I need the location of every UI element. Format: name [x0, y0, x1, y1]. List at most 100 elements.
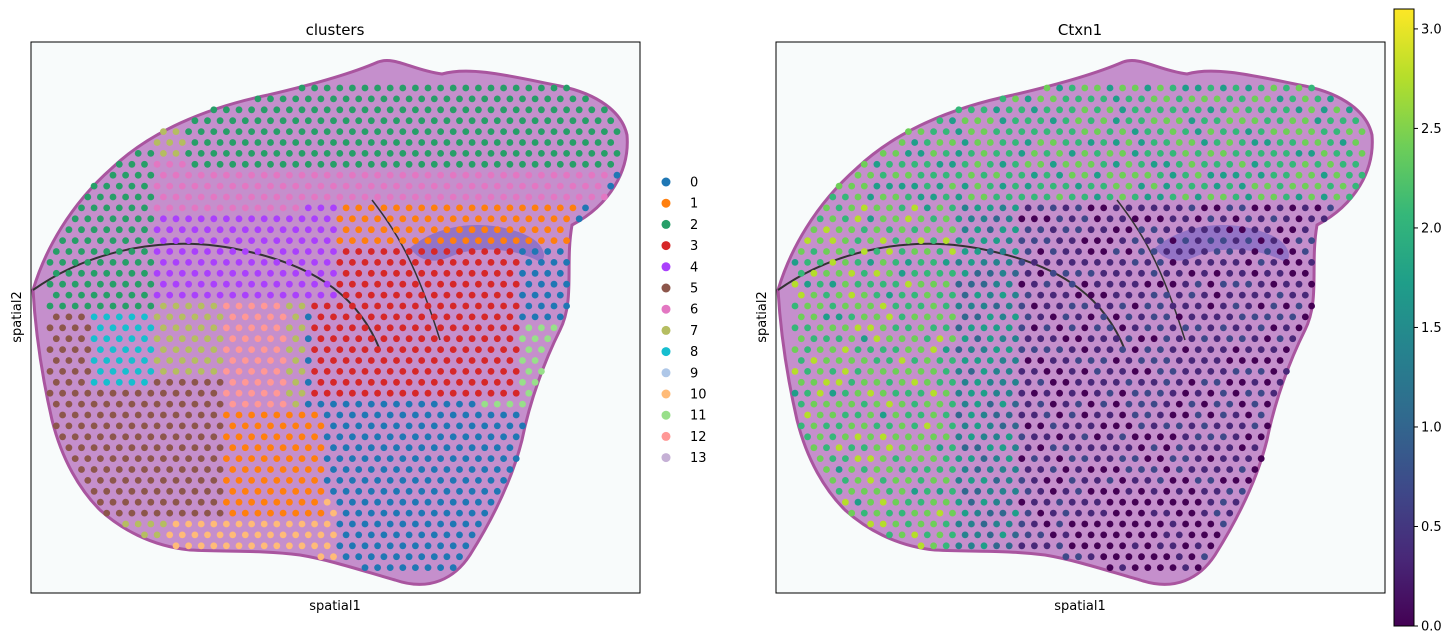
- cluster-spot: [128, 466, 136, 473]
- cluster-spot: [475, 520, 482, 528]
- cluster-spot: [380, 226, 388, 234]
- cluster-spot: [223, 324, 230, 332]
- cluster-spot: [229, 226, 237, 234]
- cluster-spot: [97, 346, 104, 353]
- cluster-spot: [512, 171, 520, 179]
- expression-spot: [949, 357, 956, 364]
- cluster-spot: [292, 204, 300, 212]
- expression-spot: [1327, 204, 1334, 212]
- expression-spot: [1150, 248, 1158, 255]
- cluster-spot: [374, 411, 381, 419]
- cluster-spot: [468, 400, 476, 408]
- expression-spot: [1125, 378, 1133, 386]
- expression-spot: [1251, 139, 1259, 146]
- expression-spot: [917, 302, 925, 310]
- expression-spot: [1238, 487, 1246, 495]
- expression-spot: [1094, 411, 1101, 419]
- expression-spot: [1043, 84, 1051, 92]
- cluster-spot: [147, 477, 155, 484]
- expression-spot: [968, 106, 975, 114]
- expression-spot: [1049, 269, 1057, 277]
- cluster-spot: [405, 269, 413, 277]
- legend-label: 2: [690, 218, 698, 233]
- cluster-spot: [582, 139, 589, 146]
- expression-spot: [1257, 106, 1265, 114]
- cluster-spot: [493, 466, 501, 473]
- cluster-spot: [519, 182, 526, 190]
- expression-spot: [1075, 160, 1082, 168]
- cluster-spot: [298, 128, 306, 136]
- expression-spot: [898, 269, 906, 277]
- cluster-spot: [128, 226, 136, 234]
- expression-spot: [936, 269, 944, 277]
- expression-spot: [1150, 444, 1158, 452]
- cluster-spot: [235, 259, 243, 266]
- cluster-spot: [286, 520, 293, 528]
- expression-spot: [1138, 553, 1145, 561]
- expression-spot: [829, 280, 837, 288]
- expression-spot: [1012, 182, 1019, 190]
- cluster-spot: [355, 444, 363, 452]
- expression-spot: [1182, 498, 1189, 506]
- cluster-spot: [178, 139, 186, 146]
- expression-spot: [1327, 117, 1334, 125]
- cluster-spot: [223, 302, 230, 310]
- cluster-spot: [538, 171, 545, 179]
- cluster-spot: [71, 302, 79, 310]
- cluster-spot: [430, 182, 438, 190]
- cluster-spot: [134, 150, 142, 157]
- expression-spot: [1062, 444, 1070, 452]
- expression-spot: [1005, 346, 1013, 353]
- cluster-spot: [216, 313, 224, 321]
- expression-spot: [961, 531, 969, 539]
- cluster-spot: [512, 84, 520, 92]
- cluster-spot: [241, 139, 249, 146]
- expression-spot: [1157, 302, 1164, 310]
- cluster-spot: [229, 204, 237, 212]
- expression-spot: [1358, 171, 1366, 179]
- axes-frame: [30, 41, 641, 594]
- expression-spot: [1049, 400, 1057, 408]
- expression-spot: [1138, 248, 1145, 255]
- cluster-spot: [254, 509, 262, 517]
- expression-spot: [1062, 487, 1070, 495]
- expression-spot: [886, 422, 893, 430]
- expression-spot: [854, 237, 862, 245]
- cluster-spot: [525, 280, 533, 288]
- expression-spot: [999, 95, 1007, 103]
- cluster-spot: [166, 422, 174, 430]
- cluster-spot: [355, 400, 363, 408]
- expression-spot: [1251, 400, 1259, 408]
- cluster-spot: [90, 291, 98, 299]
- cluster-spot: [563, 106, 570, 114]
- expression-spot: [1175, 487, 1183, 495]
- expression-spot: [942, 280, 950, 288]
- expression-spot: [911, 248, 919, 255]
- expression-spot: [797, 269, 805, 277]
- cluster-spot: [361, 324, 369, 332]
- expression-spot: [1144, 106, 1152, 114]
- cluster-spot: [443, 378, 451, 386]
- cluster-spot: [197, 389, 205, 397]
- cluster-spot: [235, 215, 243, 223]
- cluster-spot: [90, 444, 98, 452]
- expression-spot: [829, 324, 837, 332]
- expression-spot: [1018, 477, 1026, 484]
- cluster-spot: [241, 335, 249, 343]
- cluster-spot: [386, 477, 394, 484]
- expression-spot: [1131, 455, 1139, 462]
- cluster-spot: [519, 313, 526, 321]
- cluster-spot: [292, 357, 300, 364]
- expression-spot: [816, 389, 824, 397]
- expression-spot: [949, 160, 956, 168]
- expression-spot: [1125, 422, 1133, 430]
- expression-spot: [980, 389, 988, 397]
- cluster-spot: [594, 160, 602, 168]
- cluster-spot: [254, 248, 262, 255]
- expression-spot: [860, 357, 868, 364]
- expression-spot: [1043, 193, 1051, 201]
- expression-spot: [905, 389, 912, 397]
- cluster-spot: [361, 193, 369, 201]
- expression-spot: [968, 302, 975, 310]
- expression-spot: [955, 433, 963, 441]
